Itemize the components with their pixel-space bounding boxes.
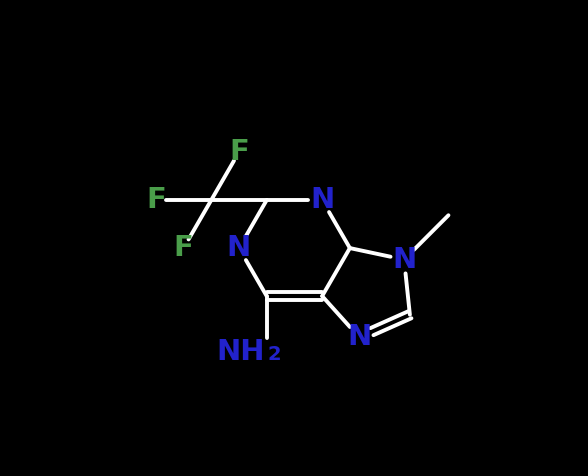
Text: 2: 2 [268, 345, 281, 364]
Text: F: F [146, 186, 166, 214]
Text: N: N [227, 234, 251, 262]
Text: N: N [310, 186, 334, 214]
Text: N: N [392, 246, 416, 274]
Text: N: N [347, 323, 372, 351]
Text: F: F [229, 138, 249, 166]
Text: NH: NH [216, 337, 265, 366]
Text: F: F [173, 234, 193, 262]
